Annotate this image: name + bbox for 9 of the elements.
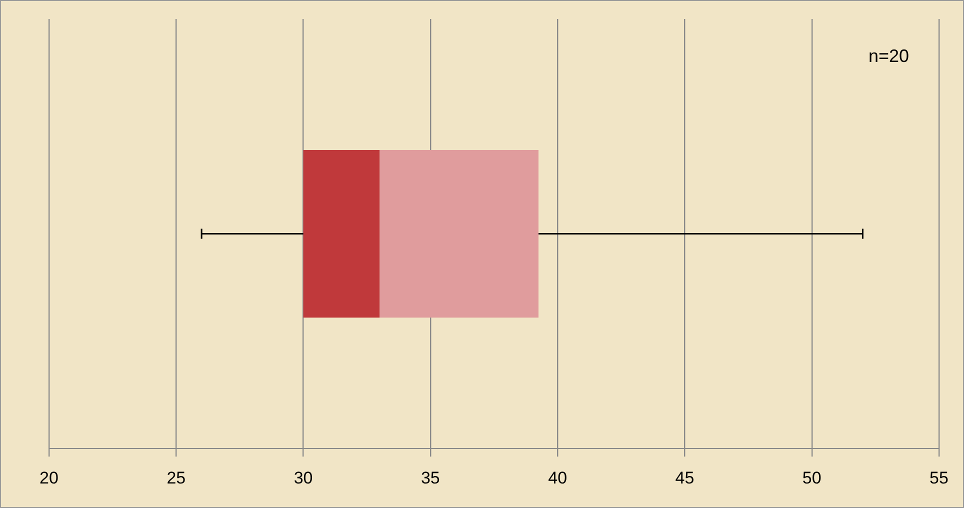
- annotation: n=20: [868, 46, 909, 66]
- x-tick-label: 20: [40, 468, 58, 488]
- x-tick-label: 45: [675, 468, 694, 488]
- x-tick-label: 40: [548, 468, 568, 488]
- x-tick-label: 35: [420, 468, 440, 488]
- x-tick-label: 55: [930, 468, 948, 488]
- x-tick-label: 25: [166, 468, 186, 488]
- x-tick-label: 30: [294, 468, 313, 488]
- x-tick-label: 50: [802, 468, 822, 488]
